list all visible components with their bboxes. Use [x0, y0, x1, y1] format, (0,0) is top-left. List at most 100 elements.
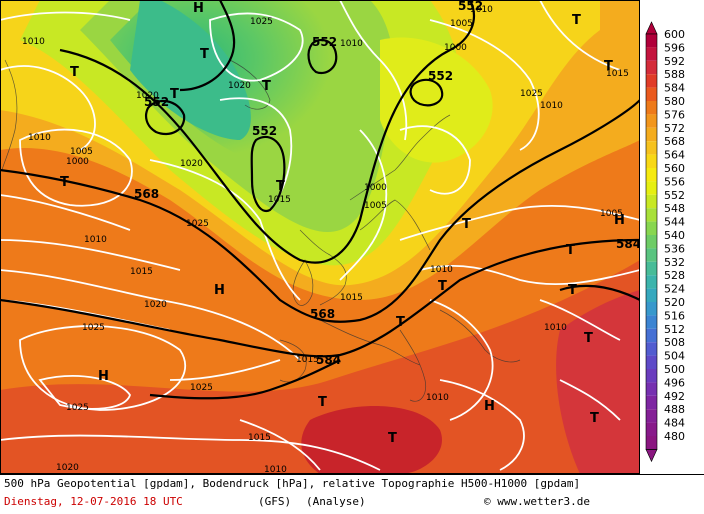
pressure-label: 1010: [470, 5, 493, 15]
legend-label: 580: [664, 95, 685, 108]
pressure-label: 1000: [364, 183, 387, 193]
pressure-label: 1005: [70, 147, 93, 157]
geopotential-contours: [0, 0, 640, 400]
legend-label: 544: [664, 216, 685, 229]
low-marker: T: [590, 411, 599, 426]
legend-label: 520: [664, 296, 685, 309]
pressure-label: 1025: [520, 89, 543, 99]
high-marker: H: [614, 213, 625, 228]
legend-swatch: [646, 248, 657, 262]
legend-label: 596: [664, 41, 685, 54]
pressure-centres: T T T H T T T H H T T T H T T T H T T T …: [60, 1, 625, 446]
map-date: Dienstag, 12-07-2016 18 UTC: [4, 495, 183, 508]
pressure-label: 1020: [180, 159, 203, 169]
low-marker: T: [566, 243, 575, 258]
band-ne-yellow: [380, 37, 493, 163]
low-marker: T: [568, 283, 577, 298]
geopotential-label: 552: [458, 0, 483, 13]
legend-label: 500: [664, 363, 685, 376]
high-marker: H: [214, 283, 225, 298]
map-caption: 500 hPa Geopotential [gpdam], Bodendruck…: [4, 477, 581, 490]
legend-swatch: [646, 395, 657, 410]
legend-label: 600: [664, 28, 685, 41]
geopotential-label: 568: [134, 187, 159, 201]
pressure-label: 1020: [228, 81, 251, 91]
legend-swatch: [646, 409, 657, 423]
geopotential-label: 568: [310, 307, 335, 321]
legend-label: 496: [664, 376, 685, 389]
legend-label: 548: [664, 202, 685, 215]
credit-link[interactable]: © www.wetter3.de: [484, 495, 590, 508]
low-marker: T: [462, 217, 471, 232]
pressure-label: 1025: [186, 219, 209, 229]
pressure-label: 1010: [264, 465, 287, 474]
legend-swatches: [645, 21, 658, 463]
high-marker: H: [193, 1, 204, 16]
legend-swatch: [646, 194, 657, 209]
pressure-label: 1000: [444, 43, 467, 53]
legend-swatch: [646, 60, 657, 75]
legend-label: 516: [664, 309, 685, 322]
legend-label: 524: [664, 283, 685, 296]
legend-swatch: [646, 127, 657, 142]
legend-label: 492: [664, 390, 685, 403]
pressure-label: 1020: [136, 91, 159, 101]
legend-arrow-top: [645, 21, 658, 35]
pressure-label: 1020: [56, 463, 79, 473]
pressure-label: 1025: [82, 323, 105, 333]
band-red-south: [0, 260, 640, 474]
legend-swatch: [646, 168, 657, 182]
geopotential-label: 552: [252, 124, 277, 138]
pressure-label: 1010: [430, 265, 453, 275]
legend-swatch: [646, 342, 657, 356]
low-marker: T: [584, 331, 593, 346]
pressure-label: 1010: [426, 393, 449, 403]
legend-label: 556: [664, 175, 685, 188]
legend-label: 512: [664, 323, 685, 336]
geopotential-label: 552: [428, 69, 453, 83]
analysis-label: (Analyse): [306, 495, 366, 508]
low-marker: T: [318, 395, 327, 410]
legend-swatch: [646, 141, 657, 155]
low-marker: T: [70, 65, 79, 80]
pressure-label: 1020: [144, 300, 167, 310]
legend-label: 592: [664, 55, 685, 68]
legend-label: 504: [664, 350, 685, 363]
pressure-label: 1010: [84, 235, 107, 245]
legend-label: 508: [664, 336, 685, 349]
legend-swatch: [646, 47, 657, 61]
low-marker: T: [388, 431, 397, 446]
weather-map: T T T H T T T H H T T T H T T T H T T T …: [0, 0, 640, 474]
legend-swatch: [646, 221, 657, 235]
map-footer: 500 hPa Geopotential [gpdam], Bodendruck…: [0, 474, 704, 514]
legend-label: 576: [664, 108, 685, 121]
pressure-label: 1015: [130, 267, 153, 277]
low-marker: T: [262, 79, 271, 94]
legend-label: 568: [664, 135, 685, 148]
pressure-label: 1015: [296, 355, 319, 365]
band-darkred-east: [556, 290, 640, 474]
geopotential-label: 584: [316, 353, 341, 367]
legend-swatch: [646, 315, 657, 329]
legend-arrow-bottom: [645, 449, 658, 463]
legend-swatch: [646, 181, 657, 195]
legend-swatch: [646, 114, 657, 128]
legend-label: 484: [664, 417, 685, 430]
legend-label: 480: [664, 430, 685, 443]
legend-label: 488: [664, 403, 685, 416]
legend-labels: 6005965925885845805765725685645605565525…: [664, 28, 685, 443]
legend-label: 564: [664, 149, 685, 162]
model-name: (GFS): [258, 495, 292, 508]
pressure-label: 1010: [540, 101, 563, 111]
legend-swatch: [646, 422, 657, 436]
legend-swatch: [646, 101, 657, 115]
geopotential-label: 552: [144, 95, 169, 109]
low-marker: T: [170, 87, 179, 102]
low-marker: T: [396, 315, 405, 330]
legend-label: 536: [664, 242, 685, 255]
legend-swatch: [646, 154, 657, 168]
pressure-label: 1025: [190, 383, 213, 393]
legend-swatch: [646, 275, 657, 289]
pressure-label: 1005: [364, 201, 387, 211]
geopotential-label: 552: [312, 35, 337, 49]
